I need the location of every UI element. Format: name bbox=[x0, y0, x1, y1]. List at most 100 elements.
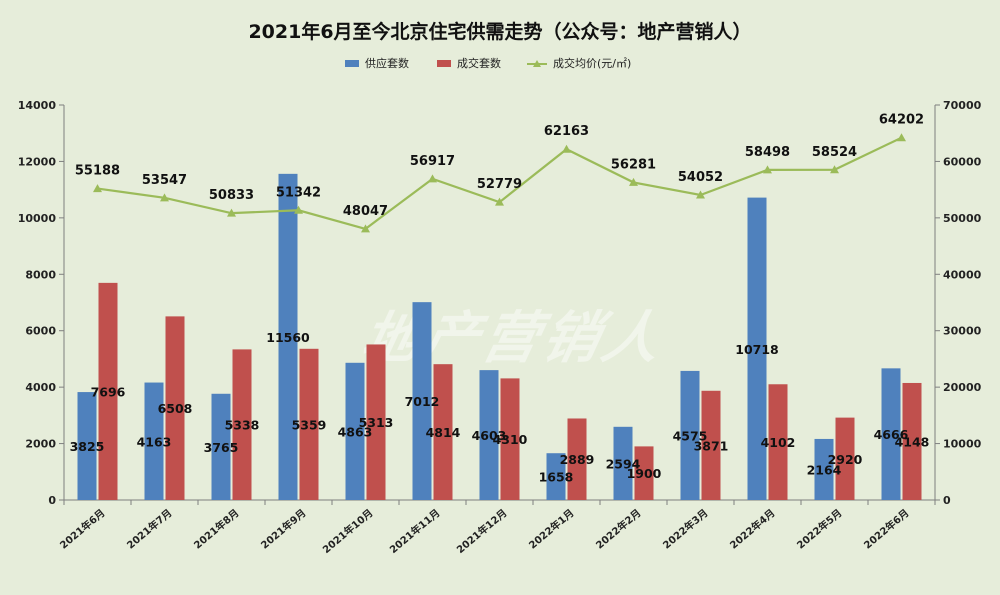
x-tick-label: 2021年8月 bbox=[191, 506, 241, 551]
y-right-tick-label: 30000 bbox=[943, 325, 982, 338]
bar-deals bbox=[835, 417, 855, 500]
x-tick-label: 2022年3月 bbox=[660, 506, 710, 551]
bar-label-supply: 3765 bbox=[204, 440, 239, 455]
x-tick-label: 2021年10月 bbox=[320, 506, 376, 556]
bar-deals bbox=[366, 344, 386, 500]
x-tick-label: 2022年2月 bbox=[593, 506, 643, 551]
y-left-tick-label: 12000 bbox=[18, 155, 57, 168]
price-label: 56281 bbox=[611, 157, 656, 172]
bars-layer bbox=[77, 173, 922, 501]
bar-label-supply: 4863 bbox=[338, 424, 373, 439]
x-tick-label: 2021年9月 bbox=[258, 506, 308, 551]
bar-deals bbox=[232, 349, 252, 500]
bar-deals bbox=[768, 384, 788, 500]
price-marker bbox=[294, 205, 303, 214]
price-label: 52779 bbox=[477, 177, 522, 192]
bar-label-deals: 1900 bbox=[627, 466, 662, 481]
bar-supply bbox=[412, 302, 432, 500]
bar-deals bbox=[902, 382, 922, 500]
price-marker bbox=[428, 174, 437, 183]
bar-supply bbox=[881, 368, 901, 500]
bar-supply bbox=[680, 370, 700, 500]
bar-label-supply: 3825 bbox=[70, 439, 105, 454]
y-left-tick-label: 8000 bbox=[25, 268, 56, 281]
x-tick-label: 2022年6月 bbox=[861, 506, 911, 551]
bar-label-supply: 10718 bbox=[735, 342, 779, 357]
price-marker bbox=[897, 133, 906, 142]
y-left-tick-label: 0 bbox=[48, 494, 56, 507]
legend-swatch bbox=[437, 60, 451, 67]
labels-layer: 3825 7696 4163 6508 3765 5338 11560 5359 4863531… bbox=[70, 113, 930, 485]
price-marker bbox=[629, 177, 638, 186]
bar-label-deals: 4148 bbox=[895, 434, 930, 449]
price-label: 48047 bbox=[343, 204, 388, 219]
y-right-tick-label: 70000 bbox=[943, 99, 982, 112]
x-tick-label: 2021年11月 bbox=[387, 506, 443, 556]
price-label: 58524 bbox=[812, 145, 857, 160]
price-marker bbox=[361, 224, 370, 233]
bar-label-supply: 11560 bbox=[266, 330, 310, 345]
bar-supply bbox=[77, 392, 97, 500]
price-marker bbox=[763, 165, 772, 174]
bar-label-supply: 4666 bbox=[874, 427, 909, 442]
bar-label-deals: 5338 bbox=[225, 418, 260, 433]
y-right-tick-label: 40000 bbox=[943, 268, 982, 281]
bar-supply bbox=[345, 362, 365, 500]
price-marker bbox=[562, 144, 571, 153]
price-marker bbox=[830, 165, 839, 174]
legend-swatch-marker bbox=[533, 60, 541, 67]
price-label: 62163 bbox=[544, 124, 589, 139]
y-right-tick-label: 20000 bbox=[943, 381, 982, 394]
bar-label-supply: 2594 bbox=[606, 456, 641, 471]
bar-supply bbox=[747, 197, 767, 500]
legend-label: 成交套数 bbox=[457, 56, 501, 70]
bar-supply bbox=[814, 438, 834, 500]
chart-title: 2021年6月至今北京住宅供需走势（公众号：地产营销人） bbox=[248, 20, 751, 43]
x-tick-label: 2021年12月 bbox=[454, 506, 510, 556]
x-tick-label: 2022年5月 bbox=[794, 506, 844, 551]
x-tick-label: 2022年1月 bbox=[526, 506, 576, 551]
bar-deals bbox=[98, 282, 118, 500]
y-left-tick-label: 2000 bbox=[25, 438, 56, 451]
y-right-tick-label: 50000 bbox=[943, 212, 982, 225]
bar-deals bbox=[567, 418, 587, 500]
price-marker bbox=[227, 208, 236, 217]
watermark-text: 地产营销人 bbox=[356, 306, 670, 371]
price-marker bbox=[160, 193, 169, 202]
bar-label-deals: 2920 bbox=[828, 452, 863, 467]
bar-label-deals: 6508 bbox=[158, 401, 193, 416]
bar-label-deals: 2889 bbox=[560, 452, 595, 467]
x-tick-label: 2021年6月 bbox=[57, 506, 107, 551]
bar-label-deals: 4814 bbox=[426, 425, 461, 440]
bar-supply bbox=[613, 426, 633, 500]
price-label: 54052 bbox=[678, 170, 723, 185]
price-label: 50833 bbox=[209, 188, 254, 203]
y-left-tick-label: 6000 bbox=[25, 325, 56, 338]
bar-label-deals: 7696 bbox=[91, 384, 126, 399]
bar-label-supply: 4163 bbox=[137, 434, 172, 449]
price-label: 58498 bbox=[745, 145, 790, 160]
bar-label-supply: 7012 bbox=[405, 394, 440, 409]
bar-supply bbox=[546, 453, 566, 500]
legend-swatch bbox=[345, 60, 359, 67]
x-tick-label: 2022年4月 bbox=[727, 506, 777, 551]
bar-deals bbox=[701, 390, 721, 500]
bar-supply bbox=[144, 382, 164, 500]
y-right-tick-label: 60000 bbox=[943, 155, 982, 168]
y-left-tick-label: 10000 bbox=[18, 212, 57, 225]
price-label: 64202 bbox=[879, 113, 924, 128]
bar-label-supply: 4603 bbox=[472, 428, 507, 443]
price-marker bbox=[696, 190, 705, 199]
bar-supply bbox=[278, 173, 298, 501]
bar-label-supply: 2164 bbox=[807, 462, 842, 477]
price-label: 51342 bbox=[276, 185, 321, 200]
legend-label: 供应套数 bbox=[365, 56, 409, 70]
bar-label-supply: 4575 bbox=[673, 428, 708, 443]
bar-deals bbox=[433, 364, 453, 500]
price-label: 53547 bbox=[142, 173, 187, 188]
bar-deals bbox=[299, 348, 319, 500]
price-marker bbox=[495, 197, 504, 206]
bar-label-deals: 5313 bbox=[359, 415, 394, 430]
